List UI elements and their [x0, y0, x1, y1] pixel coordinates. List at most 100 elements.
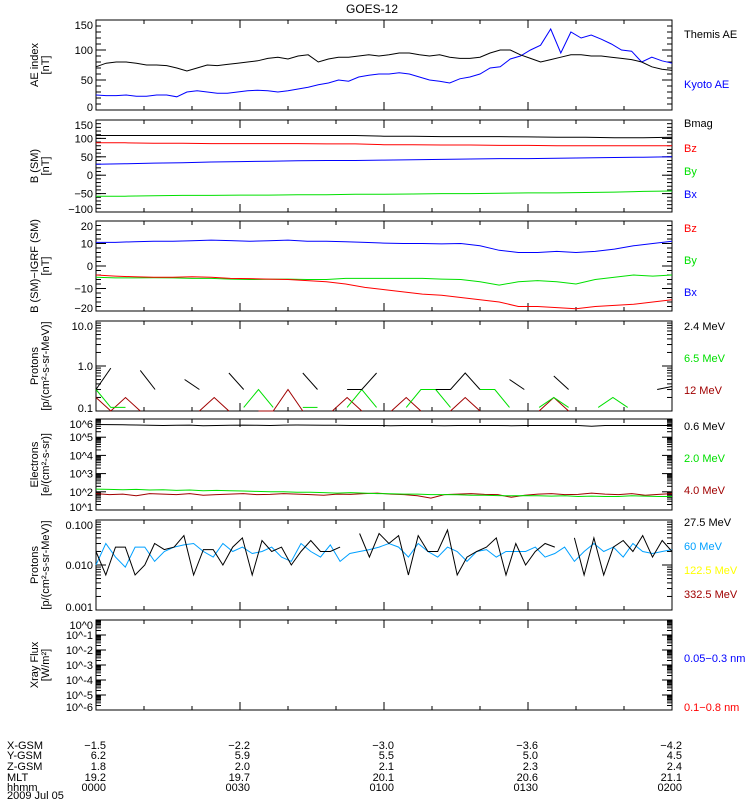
y-tick-label: 10^4 [69, 450, 93, 462]
y-tick-label: 10^-4 [66, 675, 93, 687]
series-line-12-mev [331, 396, 363, 412]
panel-frame [95, 119, 673, 213]
series-line-2-4-mev [228, 372, 245, 390]
series-line-6-5-mev [95, 389, 126, 408]
y-tick-label: 150 [75, 120, 93, 132]
bottom-axis-value: 5.5 [379, 750, 394, 762]
series-line-27-5-mev [95, 534, 341, 577]
panel-4 [95, 320, 673, 412]
bottom-axis-value: 4.5 [667, 750, 682, 762]
y-tick-label: 10^1 [69, 502, 93, 514]
y-tick-label: 0 [87, 170, 93, 182]
legend-entry: 0.6 MeV [684, 421, 726, 433]
y-axis-label: [nT] [40, 257, 52, 276]
series-line-2-4-mev [553, 375, 569, 390]
series-line-6-5-mev [346, 388, 377, 408]
series-line-2-4-mev [347, 372, 377, 390]
series-line-12-mev [199, 396, 230, 412]
panel-7 [95, 619, 673, 711]
y-tick-label: 0.010 [65, 560, 93, 572]
y-tick-label: 10^-3 [66, 660, 93, 672]
legend-entry: 122.5 MeV [684, 565, 738, 577]
series-line-0-6-mev [95, 424, 672, 427]
bottom-row-label: Y-GSM [7, 750, 42, 762]
series-line-6-5-mev [480, 389, 510, 408]
y-axis-label: Electrons [29, 441, 41, 487]
bottom-axis-value: 0100 [370, 782, 394, 794]
series-line-6-5-mev [538, 396, 569, 408]
y-tick-label: 20 [81, 221, 93, 233]
bottom-axis-value: 21.1 [661, 772, 682, 784]
y-tick-label: −10 [74, 284, 93, 296]
bottom-axis-value: 2.3 [523, 761, 538, 773]
series-line-60-mev [95, 542, 673, 568]
series-line-2-4-mev [139, 370, 156, 390]
legend-entry: Bmag [684, 118, 713, 130]
y-axis-label: [W/m²] [40, 649, 52, 681]
y-tick-label: 1.0 [78, 361, 93, 373]
series-line-2-4-mev [95, 367, 112, 390]
panel-frame [95, 519, 673, 611]
series-line-12-mev [450, 396, 481, 412]
legend-entry: Bz [684, 223, 697, 235]
legend-entry: Bx [684, 287, 697, 299]
series-line-kyoto-ae [95, 27, 673, 98]
bottom-axis-value: 0200 [658, 782, 682, 794]
y-tick-label: 10 [81, 239, 93, 251]
series-line-bx [96, 239, 673, 254]
bottom-axis-value: 2.0 [235, 761, 250, 773]
panel-frame [95, 220, 673, 312]
series-line-by [95, 274, 673, 286]
y-tick-label: 100 [75, 45, 93, 57]
series-line-6-5-mev [243, 388, 274, 408]
bottom-axis-value: 6.2 [91, 750, 106, 762]
series-line-27-5-mev [573, 534, 673, 577]
legend-entry: Bz [684, 143, 697, 155]
y-tick-label: 150 [75, 20, 93, 32]
bottom-axis-value: 0130 [514, 782, 538, 794]
date-label: 2009 Jul 05 [7, 790, 64, 800]
y-axis-label: B (SM)−IGRF (SM) [29, 219, 41, 313]
y-tick-label: 10^-2 [66, 645, 93, 657]
legend-entry: Bx [684, 189, 697, 201]
legend-entry: 4.0 MeV [684, 485, 726, 497]
series-line-by [96, 190, 673, 197]
legend-entry: 12 MeV [684, 385, 723, 397]
y-tick-label: 50 [81, 152, 93, 164]
panel-frame [95, 320, 673, 412]
y-tick-label: 50 [81, 75, 93, 87]
y-axis-label: [nT] [40, 56, 52, 75]
bottom-axis-value: 0030 [226, 782, 250, 794]
series-line-6-5-mev [597, 396, 628, 408]
series-line-6-5-mev [405, 389, 451, 408]
y-tick-label: 10^-1 [66, 630, 93, 642]
series-line-bz [95, 274, 673, 310]
y-axis-label: [e/(cm²-s-sr)] [40, 433, 52, 496]
series-line-2-4-mev [509, 379, 525, 390]
y-tick-label: 10^5 [69, 432, 93, 444]
bottom-row-label: X-GSM [7, 740, 43, 752]
bottom-row-label: Z-GSM [7, 761, 42, 773]
bottom-axis-value: 5.0 [523, 750, 538, 762]
y-axis-label: B (SM) [29, 149, 41, 183]
legend-entry: 2.0 MeV [684, 453, 726, 465]
bottom-axis-value: −3.6 [516, 740, 538, 752]
y-axis-label: Protons [29, 546, 41, 584]
y-tick-label: 0.001 [65, 602, 93, 614]
bottom-axis-value: 20.1 [373, 772, 394, 784]
bottom-axis-value: 1.8 [91, 761, 106, 773]
panel-frame [95, 619, 673, 711]
legend-entry: 0.1−0.8 nm [684, 702, 739, 714]
y-axis-label: Protons [29, 347, 41, 385]
y-tick-label: 0 [87, 261, 93, 273]
y-tick-label: 100 [75, 133, 93, 145]
chart-title: GOES-12 [346, 2, 398, 16]
series-line-12-mev [391, 396, 422, 412]
series-line-2-0-mev [95, 488, 672, 498]
y-tick-label: 10.0 [72, 321, 93, 333]
series-line-2-4-mev [302, 372, 318, 390]
series-line-2-4-mev [184, 379, 200, 390]
bottom-axis-value: 5.9 [235, 750, 250, 762]
legend-entry: By [684, 166, 697, 178]
